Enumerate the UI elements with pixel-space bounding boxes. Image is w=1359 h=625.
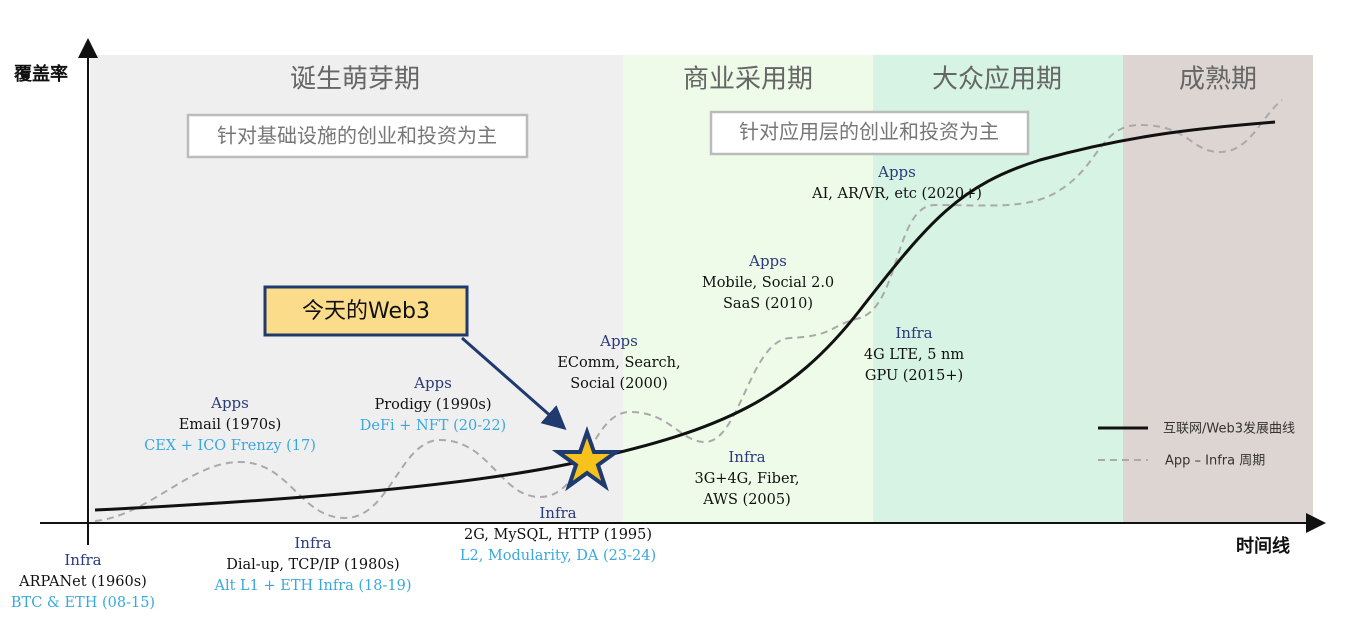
y-axis-label: 覆盖率 [14,63,68,85]
phase-title: 商业采用期 [683,65,813,95]
crypto-text: CEX + ICO Frenzy (17) [144,438,316,454]
focus-text: 针对应用层的创业和投资为主 [739,120,999,144]
milestone-text: 2G, MySQL, HTTP (1995) [464,527,652,543]
phase-title: 诞生萌芽期 [290,65,420,95]
milestone-kind: Infra [895,324,932,342]
milestone-text: GPU (2015+) [865,368,963,384]
milestone-text: AI, AR/VR, etc (2020+) [811,186,982,202]
milestone-kind: Apps [210,394,249,412]
x-axis-label: 时间线 [1236,535,1290,557]
milestone-kind: Infra [64,551,101,569]
milestone-text: EComm, Search, [557,355,680,371]
milestone-text: 4G LTE, 5 nm [864,347,965,363]
crypto-text: BTC & ETH (08-15) [11,595,155,611]
focus-text: 针对基础设施的创业和投资为主 [217,124,497,148]
focus-box [186,113,529,159]
milestone-text: Mobile, Social 2.0 [702,275,834,291]
milestone-text: AWS (2005) [702,492,791,508]
milestone-kind: Infra [294,534,331,552]
milestone-kind: Apps [877,163,916,181]
callout-text: 今天的Web3 [302,299,430,324]
crypto-text: L2, Modularity, DA (23-24) [460,548,656,564]
milestone-kind: Apps [748,252,787,270]
callout-box [263,285,469,337]
milestone-kind: Infra [728,448,765,466]
callout-arrow [461,336,567,430]
phase-bg [1123,55,1313,523]
crypto-text: Alt L1 + ETH Infra (18-19) [213,578,411,594]
milestone-kind: Infra [539,504,576,522]
milestone-text: Prodigy (1990s) [374,397,491,413]
milestone-text: 3G+4G, Fiber, [695,471,800,487]
milestone-kind: Apps [413,374,452,392]
milestone-text: ARPANet (1960s) [18,574,147,590]
legend-text: 互联网/Web3发展曲线 [1163,421,1295,437]
cycle-curve [94,99,1283,522]
milestone-text: Dial-up, TCP/IP (1980s) [226,557,399,573]
legend-text: App – Infra 周期 [1165,454,1265,469]
crypto-text: DeFi + NFT (20-22) [360,418,506,434]
milestone-text: Social (2000) [570,376,668,392]
milestone-text: SaaS (2010) [723,296,813,312]
focus-box [709,110,1030,156]
milestone-text: Email (1970s) [179,417,282,433]
growth-curve [94,120,1276,512]
milestone-kind: Apps [599,332,638,350]
phase-title: 大众应用期 [932,65,1062,95]
star [551,425,623,492]
phase-title: 成熟期 [1179,65,1257,95]
